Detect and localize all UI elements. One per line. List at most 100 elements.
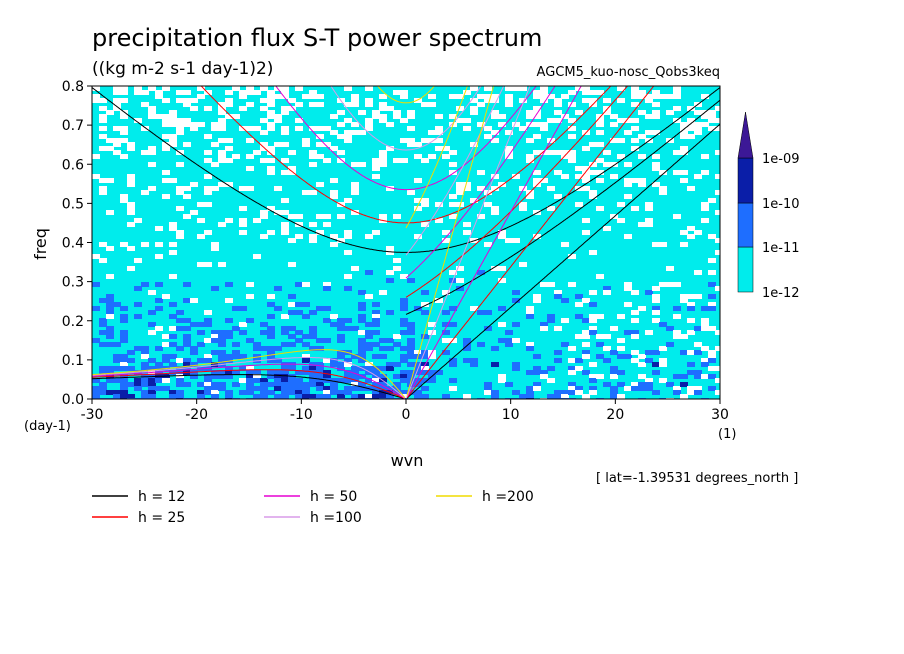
field-cell bbox=[631, 358, 639, 363]
field-cell bbox=[218, 106, 226, 111]
field-cell bbox=[393, 90, 401, 95]
field-cell bbox=[582, 342, 590, 347]
field-cell bbox=[533, 94, 541, 99]
field-cell bbox=[204, 318, 212, 323]
field-cell bbox=[225, 358, 233, 363]
field-cell bbox=[561, 390, 569, 395]
field-cell bbox=[351, 122, 359, 127]
field-cell bbox=[596, 130, 604, 135]
field-cell bbox=[281, 94, 289, 99]
field-cell bbox=[680, 130, 688, 135]
field-cell bbox=[701, 206, 709, 211]
field-cell bbox=[477, 270, 485, 275]
field-cell bbox=[148, 330, 156, 335]
field-cell bbox=[526, 390, 534, 395]
field-cell bbox=[337, 122, 345, 127]
field-cell bbox=[645, 358, 653, 363]
field-cell bbox=[113, 150, 121, 155]
field-cell bbox=[309, 190, 317, 195]
field-cell bbox=[407, 362, 415, 367]
field-cell bbox=[708, 282, 716, 287]
field-cell bbox=[218, 382, 226, 387]
field-cell bbox=[666, 382, 674, 387]
field-cell bbox=[330, 178, 338, 183]
field-cell bbox=[190, 182, 198, 187]
field-cell bbox=[120, 130, 128, 135]
field-cell bbox=[253, 370, 261, 375]
field-cell bbox=[400, 374, 408, 379]
field-cell bbox=[120, 338, 128, 343]
field-cell bbox=[456, 286, 464, 291]
field-cell bbox=[505, 98, 513, 103]
field-cell bbox=[715, 346, 720, 351]
field-cell bbox=[687, 226, 695, 231]
field-cell bbox=[463, 358, 471, 363]
field-cell bbox=[421, 350, 429, 355]
field-cell bbox=[337, 318, 345, 323]
field-cell bbox=[624, 386, 632, 391]
field-cell bbox=[127, 182, 135, 187]
field-cell bbox=[246, 282, 254, 287]
field-cell bbox=[491, 394, 499, 399]
field-cell bbox=[316, 182, 324, 187]
field-cell bbox=[344, 386, 352, 391]
field-cell bbox=[442, 290, 450, 295]
field-cell bbox=[582, 394, 590, 399]
field-cell bbox=[477, 342, 485, 347]
field-cell bbox=[113, 366, 121, 371]
field-cell bbox=[134, 90, 142, 95]
field-cell bbox=[463, 230, 471, 235]
field-cell bbox=[253, 150, 261, 155]
field-cell bbox=[624, 130, 632, 135]
field-cell bbox=[638, 134, 646, 139]
field-cell bbox=[169, 142, 177, 147]
field-cell bbox=[400, 330, 408, 335]
field-cell bbox=[435, 114, 443, 119]
field-cell bbox=[155, 362, 163, 367]
field-cell bbox=[316, 374, 324, 379]
field-cell bbox=[99, 390, 107, 395]
field-cell bbox=[358, 314, 366, 319]
field-cell bbox=[344, 234, 352, 239]
field-cell bbox=[274, 118, 282, 123]
field-cell bbox=[547, 94, 555, 99]
field-cell bbox=[169, 138, 177, 143]
field-cell bbox=[246, 318, 254, 323]
field-cell bbox=[456, 190, 464, 195]
field-cell bbox=[582, 350, 590, 355]
field-cell bbox=[533, 370, 541, 375]
field-cell bbox=[323, 374, 331, 379]
field-cell bbox=[386, 310, 394, 315]
field-cell bbox=[498, 378, 506, 383]
field-cell bbox=[428, 138, 436, 143]
field-cell bbox=[120, 314, 128, 319]
field-cell bbox=[533, 122, 541, 127]
field-cell bbox=[659, 358, 667, 363]
field-cell bbox=[596, 354, 604, 359]
field-cell bbox=[253, 386, 261, 391]
field-cell bbox=[246, 338, 254, 343]
field-cell bbox=[337, 214, 345, 219]
field-cell bbox=[393, 110, 401, 115]
field-cell bbox=[589, 142, 597, 147]
field-cell bbox=[211, 350, 219, 355]
field-cell bbox=[190, 122, 198, 127]
field-cell bbox=[260, 382, 268, 387]
field-cell bbox=[99, 366, 107, 371]
field-cell bbox=[400, 302, 408, 307]
field-cell bbox=[414, 390, 422, 395]
field-cell bbox=[134, 386, 142, 391]
field-cell bbox=[134, 86, 142, 91]
field-cell bbox=[533, 354, 541, 359]
field-cell bbox=[393, 362, 401, 367]
field-cell bbox=[428, 154, 436, 159]
field-cell bbox=[197, 322, 205, 327]
field-cell bbox=[680, 382, 688, 387]
field-cell bbox=[106, 274, 114, 279]
field-cell bbox=[267, 166, 275, 171]
field-cell bbox=[197, 382, 205, 387]
field-cell bbox=[589, 162, 597, 167]
field-cell bbox=[617, 98, 625, 103]
field-cell bbox=[183, 334, 191, 339]
field-cell bbox=[526, 114, 534, 119]
